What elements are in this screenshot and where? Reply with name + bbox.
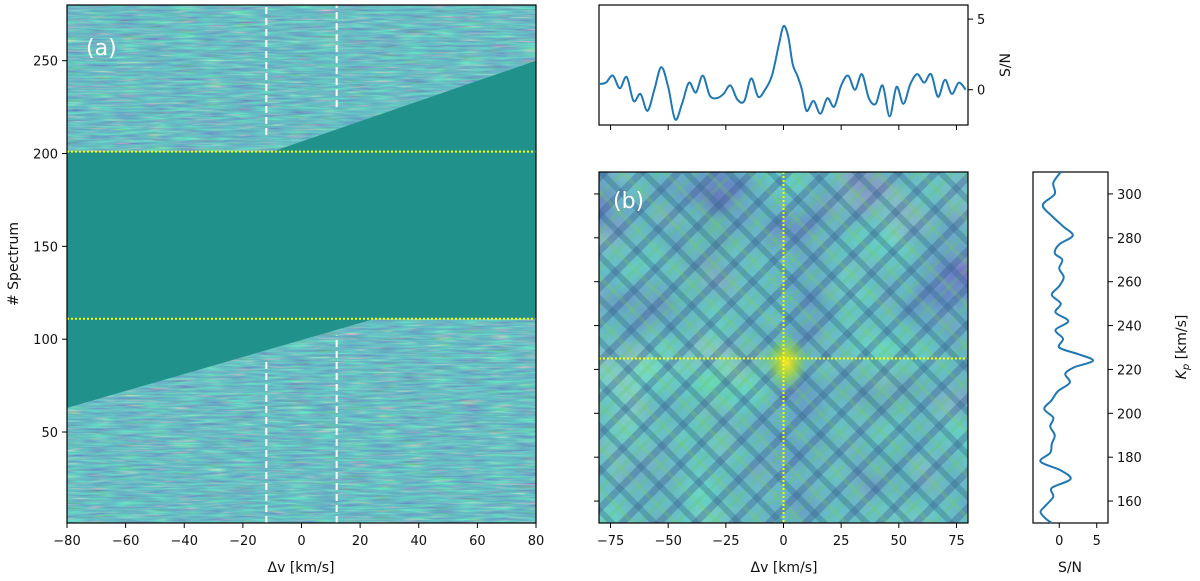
y-tick-label: 150 — [33, 240, 58, 255]
y-tick-label: 260 — [1117, 276, 1142, 291]
panel-top-sn-line — [598, 24, 967, 121]
panel-b-xlabel: Δv [km/s] — [751, 560, 818, 576]
x-tick-label: −60 — [112, 534, 139, 549]
panel-a-x-ticks: −80 −60 −40 −20 0 20 40 60 80 — [53, 523, 544, 549]
panel-top: 05 S/N — [598, 4, 1014, 130]
x-tick-label: −25 — [712, 534, 739, 549]
x-tick-label: 25 — [833, 534, 850, 549]
panel-a-masked-region — [67, 60, 536, 408]
y-tick-label: 0 — [977, 84, 985, 99]
x-tick-label: 80 — [528, 534, 545, 549]
panel-top-y-ticks: 05 — [968, 13, 985, 99]
x-tick-label: 5 — [1093, 534, 1101, 549]
panel-a: −80 −60 −40 −20 0 20 40 60 80 50 100 150 200 250 (a)… — [6, 4, 544, 576]
panel-a-xlabel: Δv [km/s] — [268, 560, 335, 576]
y-tick-label: 160 — [1117, 495, 1142, 510]
panel-top-frame — [598, 4, 969, 126]
y-tick-label: 5 — [977, 13, 985, 28]
y-tick-label: 280 — [1117, 232, 1142, 247]
panel-b-x-ticks: −75 −50 −25 0 25 50 75 — [597, 523, 965, 549]
x-tick-label: 20 — [352, 534, 369, 549]
y-tick-label: 50 — [41, 426, 58, 441]
panel-a-y-ticks: 50 100 150 200 250 — [33, 55, 67, 441]
x-tick-label: 0 — [1055, 534, 1063, 549]
x-tick-label: 75 — [948, 534, 965, 549]
x-tick-label: −50 — [654, 534, 681, 549]
panel-right-y-ticks: 160 180 200 220 240 260 280 300 — [1108, 188, 1142, 510]
panel-top-x-ticks — [610, 125, 957, 130]
y-tick-label: 300 — [1117, 188, 1142, 203]
y-tick-label: 200 — [33, 148, 58, 163]
x-tick-label: −40 — [171, 534, 198, 549]
panel-b-y-ticks — [594, 193, 599, 502]
x-tick-label: 40 — [410, 534, 427, 549]
panel-b-peak — [764, 334, 809, 391]
panel-right-sn-line — [1039, 171, 1094, 524]
panel-right-ylabel: Kp [km/s] — [1174, 315, 1192, 380]
panel-b: −75 −50 −25 0 25 50 75 (b) Δv [km/s] — [594, 171, 969, 576]
y-tick-label: 250 — [33, 55, 58, 70]
panel-a-ylabel: # Spectrum — [6, 222, 22, 306]
x-tick-label: 0 — [779, 534, 787, 549]
panel-b-crosshair — [599, 172, 968, 523]
x-tick-label: −75 — [597, 534, 624, 549]
panel-right-xlabel: S/N — [1058, 560, 1082, 576]
panel-a-label: (a) — [86, 36, 117, 61]
y-tick-label: 240 — [1117, 320, 1142, 335]
x-tick-label: 50 — [891, 534, 908, 549]
y-tick-label: 220 — [1117, 363, 1142, 378]
y-tick-label: 200 — [1117, 407, 1142, 422]
panel-right-frame — [1032, 171, 1109, 524]
x-tick-label: 60 — [469, 534, 486, 549]
y-tick-label: 100 — [33, 333, 58, 348]
panel-b-label: (b) — [613, 189, 644, 214]
x-tick-label: −80 — [53, 534, 80, 549]
panel-a-dashed-lines — [265, 5, 338, 523]
x-tick-label: 0 — [297, 534, 305, 549]
x-tick-label: −20 — [229, 534, 256, 549]
panel-top-ylabel: S/N — [998, 53, 1014, 77]
y-tick-label: 180 — [1117, 451, 1142, 466]
